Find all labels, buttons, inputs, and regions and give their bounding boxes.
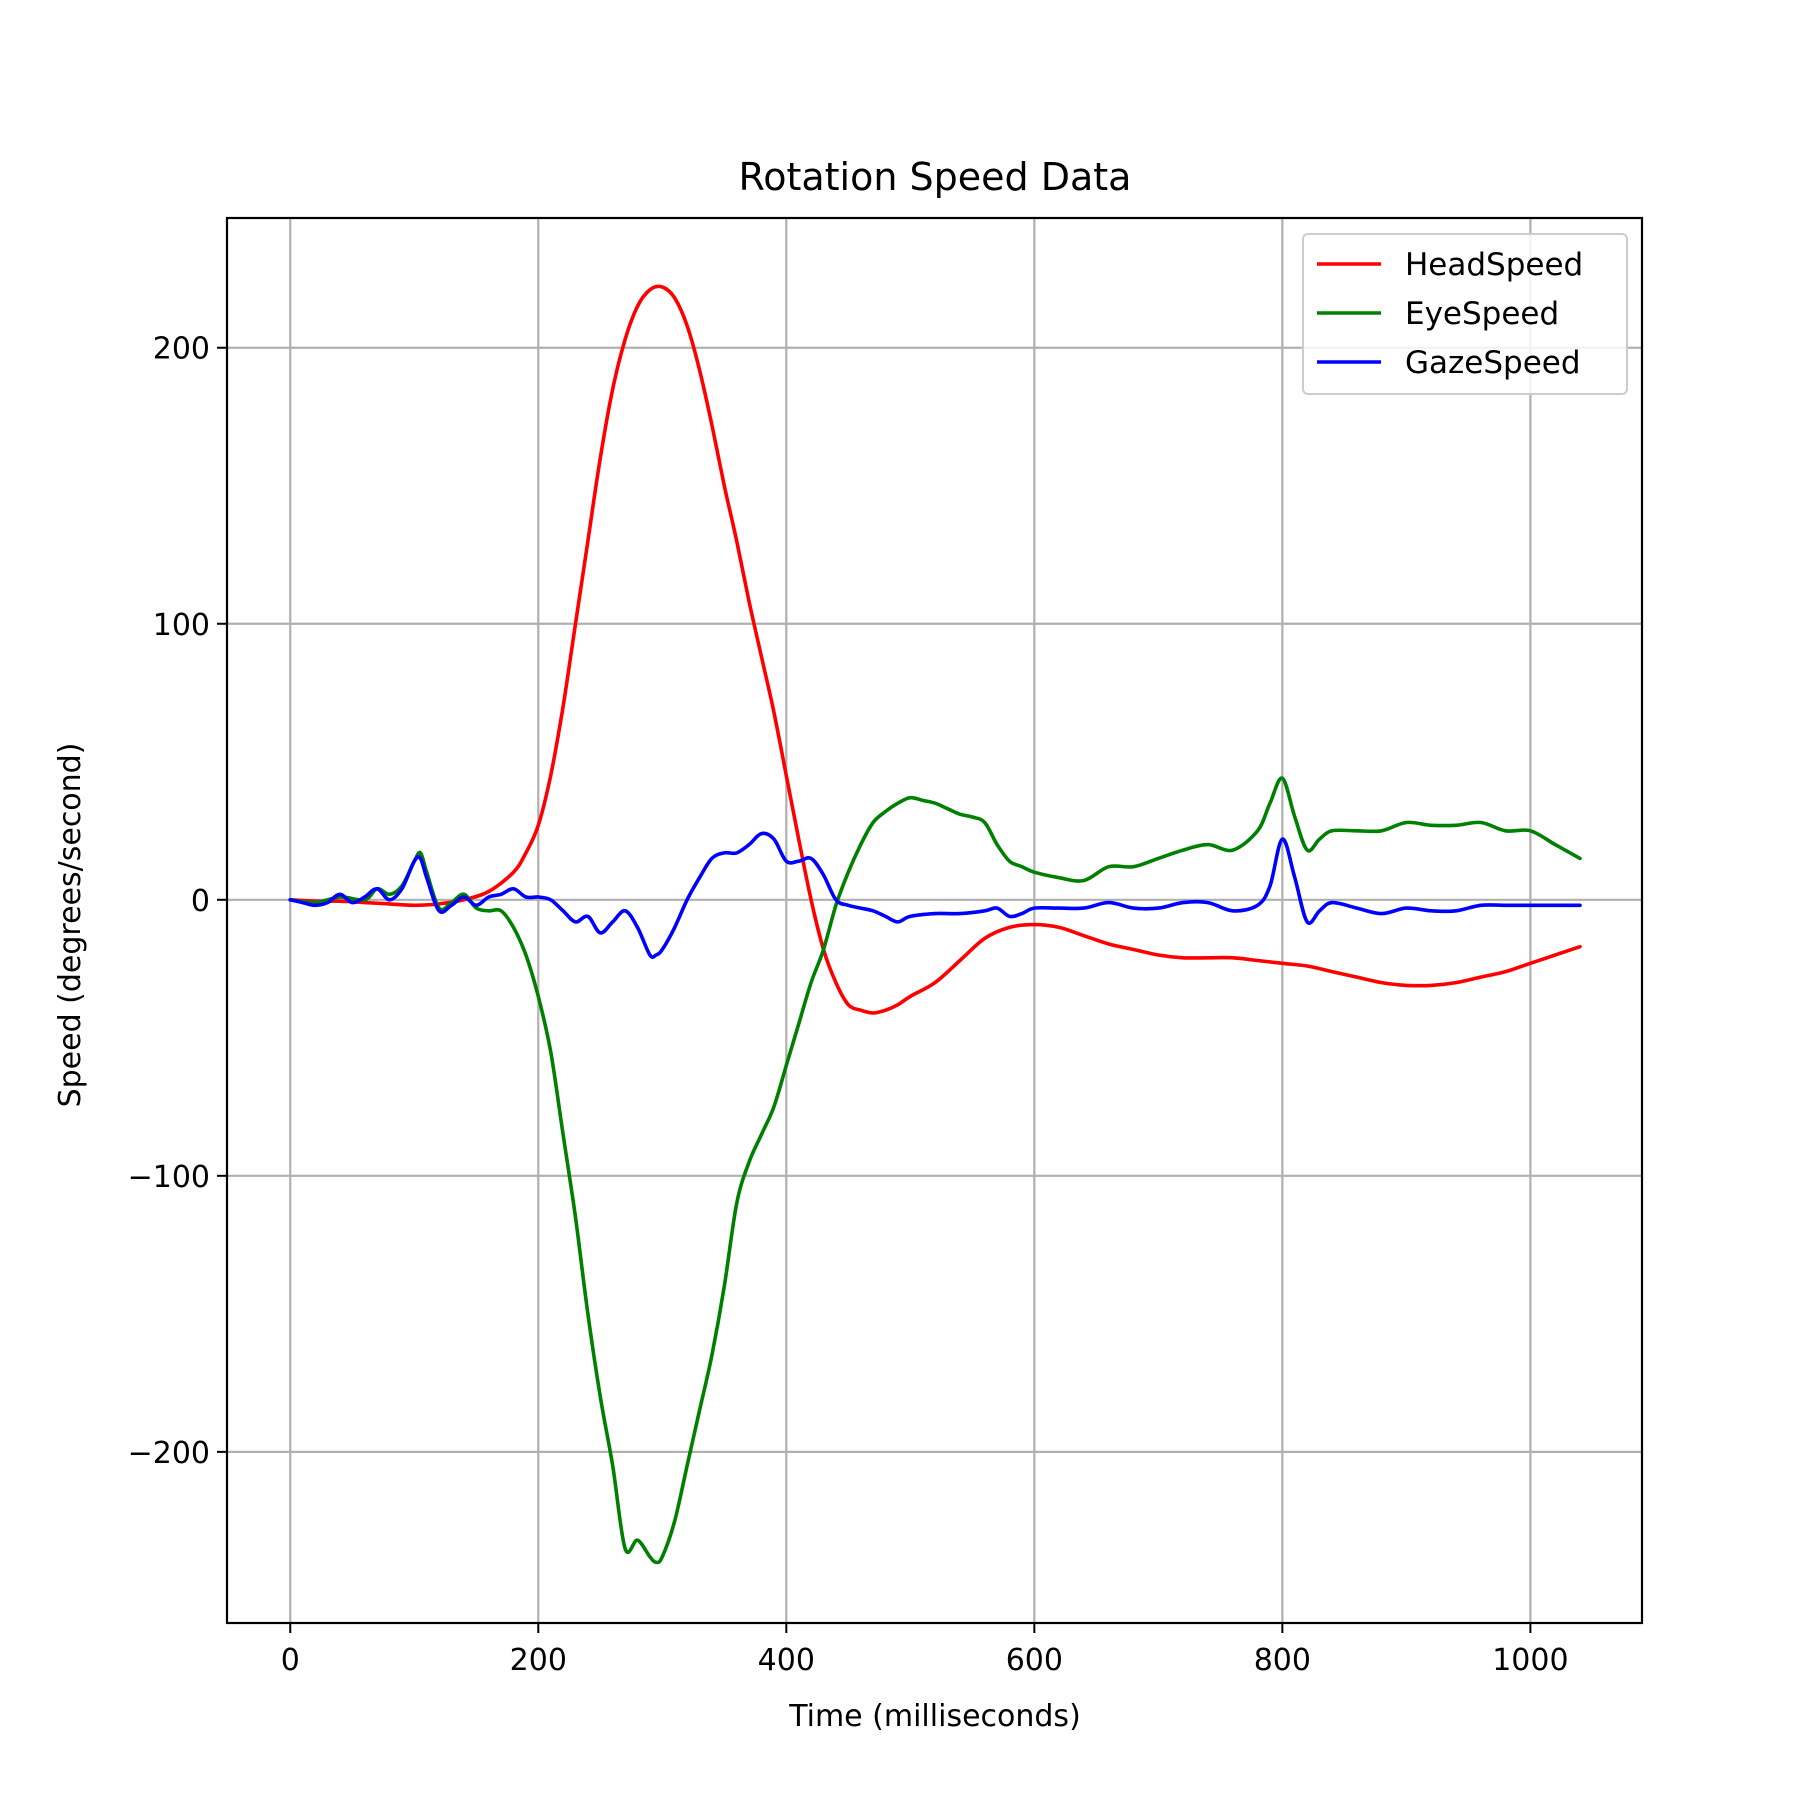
x-tick-label: 800 bbox=[1254, 1643, 1311, 1678]
legend-label-headspeed: HeadSpeed bbox=[1405, 247, 1583, 283]
legend-label-gazespeed: GazeSpeed bbox=[1405, 345, 1581, 381]
legend: HeadSpeed EyeSpeed GazeSpeed bbox=[1302, 233, 1628, 395]
x-tick-label: 400 bbox=[758, 1643, 815, 1678]
series-line-headspeed bbox=[288, 284, 1582, 1015]
y-tick-label: 100 bbox=[153, 608, 210, 643]
x-tick-label: 1000 bbox=[1492, 1643, 1568, 1678]
legend-label-eyespeed: EyeSpeed bbox=[1405, 296, 1559, 332]
legend-box bbox=[1302, 233, 1628, 395]
series-line-eyespeed bbox=[288, 776, 1582, 1565]
axis-ticks: 0 200 400 600 800 1000 −200 −100 0 100 200 bbox=[128, 332, 1569, 1678]
y-tick-label: 0 bbox=[191, 884, 210, 919]
y-tick-label: 200 bbox=[153, 332, 210, 367]
chart-title: Rotation Speed Data bbox=[739, 155, 1132, 199]
series-lines bbox=[288, 284, 1582, 1565]
x-tick-label: 0 bbox=[281, 1643, 300, 1678]
x-tick-label: 200 bbox=[510, 1643, 567, 1678]
y-axis-label: Speed (degrees/second) bbox=[53, 743, 88, 1108]
x-tick-label: 600 bbox=[1006, 1643, 1063, 1678]
y-tick-label: −100 bbox=[128, 1160, 210, 1195]
axes-frame bbox=[225, 216, 1644, 1625]
series-line-gazespeed bbox=[288, 831, 1582, 960]
x-axis-label: Time (milliseconds) bbox=[788, 1699, 1081, 1734]
y-tick-label: −200 bbox=[128, 1436, 210, 1471]
